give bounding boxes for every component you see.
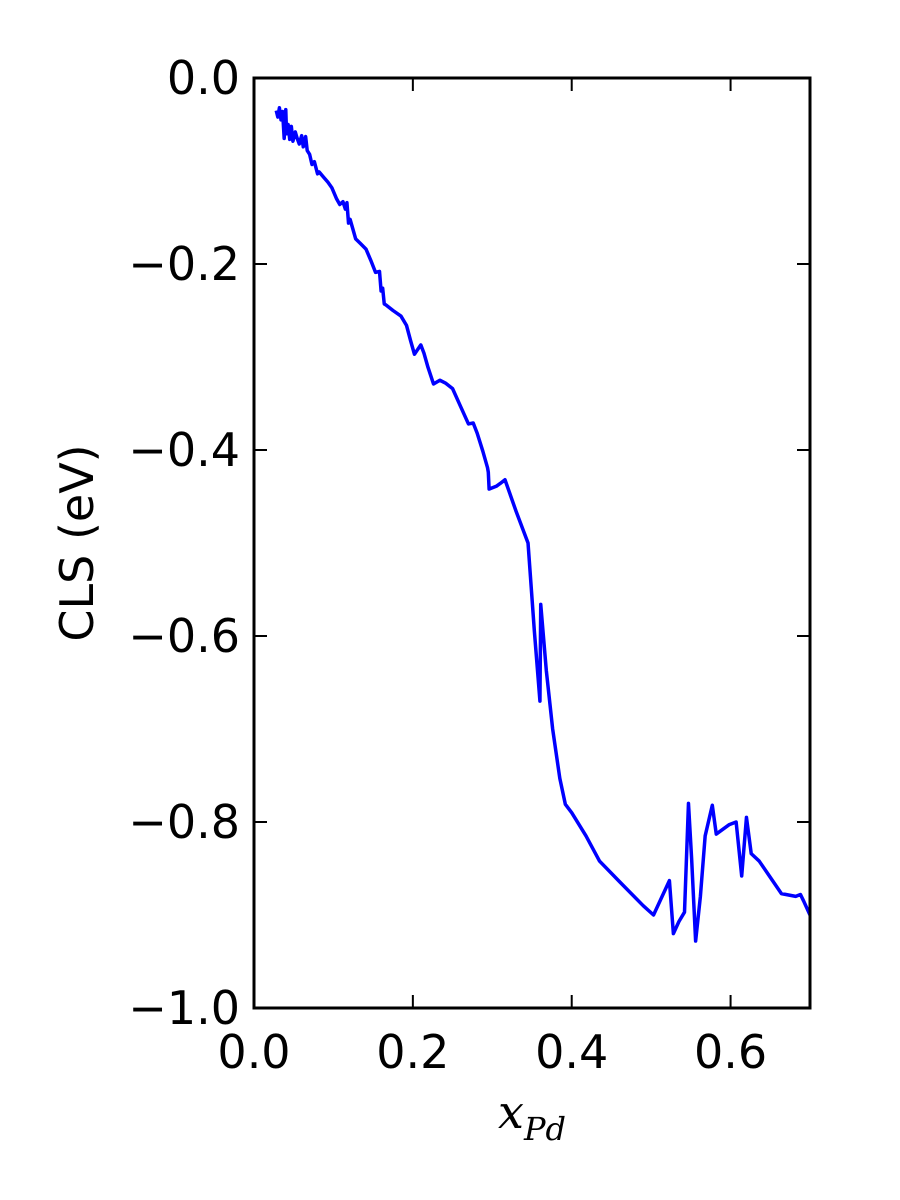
x-axis-label-main: x (498, 1085, 524, 1139)
y-tick-label: −1.0 (128, 981, 240, 1035)
plot-frame (252, 76, 812, 1010)
ticks-layer (253, 77, 810, 1009)
x-tick-label: 0.2 (376, 1025, 449, 1079)
x-tick-label: 0.4 (535, 1025, 608, 1079)
y-tick-label: 0.0 (167, 51, 240, 105)
x-axis-label: xPd (498, 1085, 566, 1148)
x-tick-label: 0.0 (217, 1025, 290, 1079)
y-tick-label: −0.4 (128, 423, 240, 477)
series-layer (274, 106, 812, 943)
y-tick-label: −0.8 (128, 795, 240, 849)
y-tick-label: −0.2 (128, 237, 240, 291)
x-tick-label: 0.6 (694, 1025, 767, 1079)
y-tick-label: −0.6 (128, 609, 240, 663)
tick-labels-layer: 0.0 0.2 0.4 0.6 0.0 −0.2 −0.4 −0.6 −0.8 −1.0 (128, 51, 767, 1079)
x-axis-label-subscript: Pd (523, 1110, 566, 1148)
series-line-0 (274, 106, 812, 943)
y-axis-label: CLS (eV) (50, 444, 104, 641)
